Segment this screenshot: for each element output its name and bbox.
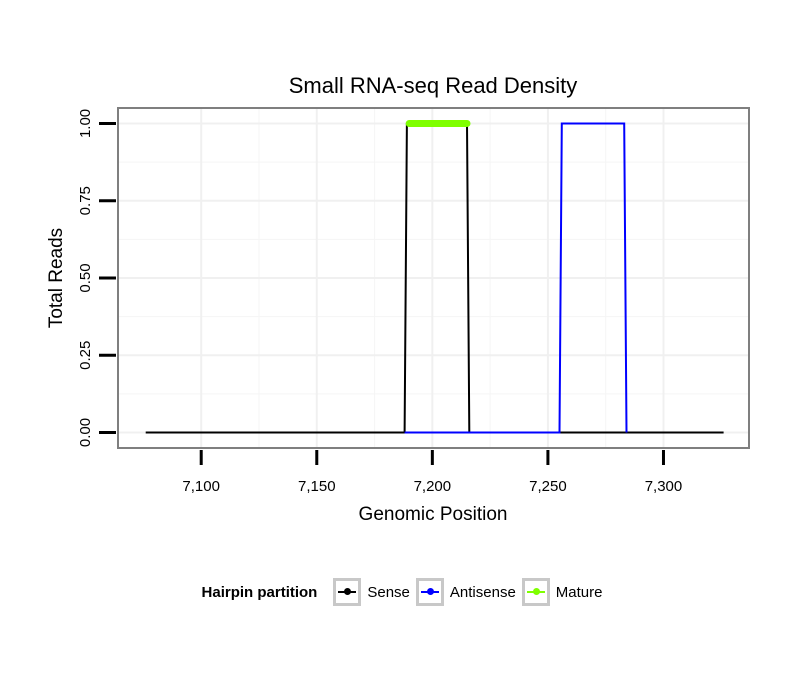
y-tick-label: 0.50 [77,263,94,292]
x-axis-label: Genomic Position [359,504,508,525]
x-tick-label: 7,200 [414,478,452,495]
legend-title: Hairpin partition [201,583,318,601]
legend-item-sense: Sense [333,578,410,606]
legend-label-sense: Sense [367,583,410,601]
legend-key-antisense [415,578,444,606]
y-axis-label: Total Reads [46,228,67,328]
x-tick-label: 7,250 [529,478,567,495]
x-tick-label: 7,150 [298,478,336,495]
legend-label-mature: Mature [555,583,603,601]
y-tick-label: 0.75 [77,186,94,215]
plot-border [117,107,750,449]
legend-item-mature: Mature [521,578,603,606]
series-line-antisense [404,122,628,434]
y-tick-label: 0.00 [77,418,94,447]
legend-key-mature [521,578,550,606]
legend: Hairpin partition Sense Antisense Mature [0,578,810,606]
y-tick-label: 1.00 [77,109,94,138]
y-tick-label: 0.25 [77,341,94,370]
legend-label-antisense: Antisense [449,583,516,601]
x-tick-label: 7,100 [182,478,220,495]
legend-key-sense [333,578,362,606]
chart-title: Small RNA-seq Read Density [289,73,578,98]
chart-canvas: Small RNA-seq Read Density 7,100 7,150 7,2… [46,73,750,525]
x-tick-label: 7,300 [645,478,683,495]
legend-item-antisense: Antisense [415,578,516,606]
